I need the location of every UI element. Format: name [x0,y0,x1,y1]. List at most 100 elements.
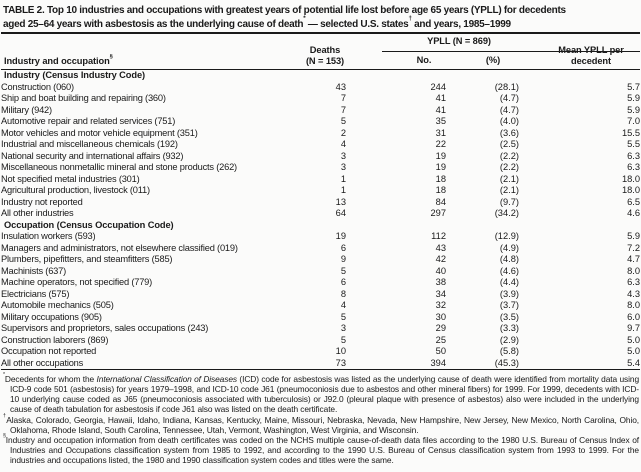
industry-label: All other industries [1,208,74,218]
deaths-value: 4 [340,300,346,310]
ypll-no-value: 18 [435,185,446,195]
footnotes: *Decedents for whom the International Cl… [3,373,639,466]
ypll-pct-value: (4.8) [499,254,519,264]
industry-label: Industry not reported [1,196,83,207]
mean-ypll-value: 5.0 [627,334,641,345]
table-row: Industrial and miscellaneous chemicals (… [1,139,640,151]
title-line1: TABLE 2. Top 10 industries and occupatio… [3,5,566,16]
deaths-value: 5 [340,265,346,276]
footnote-marker-section: § [109,53,113,60]
footnote-asterisk: *Decedents for whom the International Cl… [3,373,639,415]
footnote-marker-dagger: † [3,413,7,420]
ypll-no-value: 34 [435,288,446,299]
ypll-no-value: 40 [435,265,446,276]
ypll-spanner-rule [382,51,640,52]
mean-ypll-value: 6.3 [627,277,641,287]
table-row: All other occupations 73 394 (45.3) 5.4 [1,358,640,370]
table-title: TABLE 2. Top 10 industries and occupatio… [3,4,639,31]
ypll-no-value: 41 [435,104,446,115]
industry-label: Not specified metal industries (301) [1,173,140,184]
ypll-pct-value: (3.9) [499,288,519,299]
ypll-no-value: 112 [431,231,446,241]
ypll-pct-value: (2.9) [499,334,519,345]
deaths-value: 5 [340,334,346,345]
deaths-value: 5 [340,311,346,322]
ypll-pct-value: (34.2) [494,208,519,218]
footnote-marker-asterisk: * [303,15,306,23]
occupation-label: Electricians (575) [1,288,70,299]
title-line2-post: and years, 1985–1999 [411,18,511,30]
table-row: Managers and administrators, not elsewhe… [1,243,640,255]
occupation-label: All other occupations [1,357,84,368]
mean-ypll-value: 5.7 [627,81,641,92]
industry-label: Construction (060) [1,81,74,92]
occupation-label: Supervisors and proprietors, sales occup… [1,323,209,333]
occupation-label: Automobile mechanics (505) [1,300,114,310]
footnote-text: Industry and occupation information from… [5,434,639,466]
occupation-label: Construction laborers (869) [1,334,109,345]
mean-ypll-value: 9.7 [627,323,641,333]
table-row: Electricians (575) 8 34 (3.9) 4.3 [1,289,640,301]
table-row: National security and international affa… [1,151,640,163]
table-row: Automotive repair and related services (… [1,116,640,128]
occupation-label: Managers and administrators, not elsewhe… [1,242,238,253]
footnote-italic-text: International Classification of Diseases [96,374,238,384]
section-heading-occupation: Occupation (Census Occupation Code) [4,219,174,230]
mean-ypll-value: 5.5 [627,139,641,149]
deaths-value: 3 [340,162,346,172]
occupation-label: Plumbers, pipefitters, and steamfitters … [1,254,173,264]
title-line2-mid: — selected U.S. states [305,18,409,30]
table-row: Industry not reported 13 84 (9.7) 6.5 [1,197,640,209]
deaths-value: 19 [335,231,346,241]
deaths-value: 3 [340,150,346,161]
deaths-value: 8 [340,288,346,299]
table-row: All other industries 64 297 (34.2) 4.6 [1,208,640,220]
deaths-value: 4 [340,139,346,149]
ypll-no-value: 31 [435,127,446,138]
mean-ypll-header-line2: decedent [570,56,611,67]
ypll-pct-value: (4.4) [499,277,519,287]
mean-ypll-header-line1: Mean YPLL per [558,45,624,56]
ypll-pct-value: (2.2) [499,162,519,172]
section-heading-row: Industry (Census Industry Code) [1,70,640,82]
table-row: Machinists (637) 5 40 (4.6) 8.0 [1,266,640,278]
occupation-label: Machine operators, not specified (779) [1,277,153,287]
mean-ypll-value: 5.9 [627,104,641,115]
occupation-label: Occupation not reported [1,346,97,356]
industry-label: Industrial and miscellaneous chemicals (… [1,139,178,149]
industry-label: Ship and boat building and repairing (36… [1,93,166,103]
mean-ypll-value: 8.0 [627,265,641,276]
ypll-no-value: 29 [435,323,446,333]
table-row: Machine operators, not specified (779) 6 3… [1,277,640,289]
mean-ypll-value: 4.6 [627,208,641,218]
section-heading-industry: Industry (Census Industry Code) [4,70,146,80]
deaths-value: 9 [340,254,346,264]
mean-ypll-value: 7.0 [627,116,641,126]
occupation-label: Machinists (637) [1,265,67,276]
ypll-pct-value: (12.9) [494,231,519,241]
deaths-header-line2: (N = 153) [305,56,345,67]
table-row: Motor vehicles and motor vehicle equipme… [1,128,640,140]
table-row: Insulation workers (593) 19 112 (12.9) 5.9 [1,231,640,243]
mean-ypll-value: 4.3 [627,288,641,299]
column-header-pct: (%) [485,55,501,66]
industry-label: Automotive repair and related services (… [1,116,176,126]
ypll-pct-value: (3.6) [499,127,519,138]
table-header: Industry and occupation§ Deaths (N = 153… [1,32,640,70]
footnote-text: Decedents for whom the [4,374,97,384]
ypll-no-value: 84 [435,196,446,207]
table-row: Miscellaneous nonmetallic mineral and st… [1,162,640,174]
ypll-no-value: 35 [435,116,446,126]
deaths-value: 2 [340,127,346,138]
footnote-dagger: †Alaska, Colorado, Georgia, Hawaii, Idah… [3,413,639,435]
footnote-section: §Industry and occupation information fro… [3,434,639,466]
ypll-no-value: 42 [435,254,446,264]
mean-ypll-value: 5.9 [627,231,641,241]
table-row: Plumbers, pipefitters, and steamfitters … [1,254,640,266]
ypll-pct-value: (4.6) [499,265,519,276]
deaths-value: 10 [335,346,346,356]
ypll-pct-value: (4.0) [499,116,519,126]
table-row: Occupation not reported 10 50 (5.8) 5.0 [1,346,640,358]
data-table: Industry (Census Industry Code) Construc… [1,70,641,370]
table-row: Military (942) 7 41 (4.7) 5.9 [1,105,640,117]
